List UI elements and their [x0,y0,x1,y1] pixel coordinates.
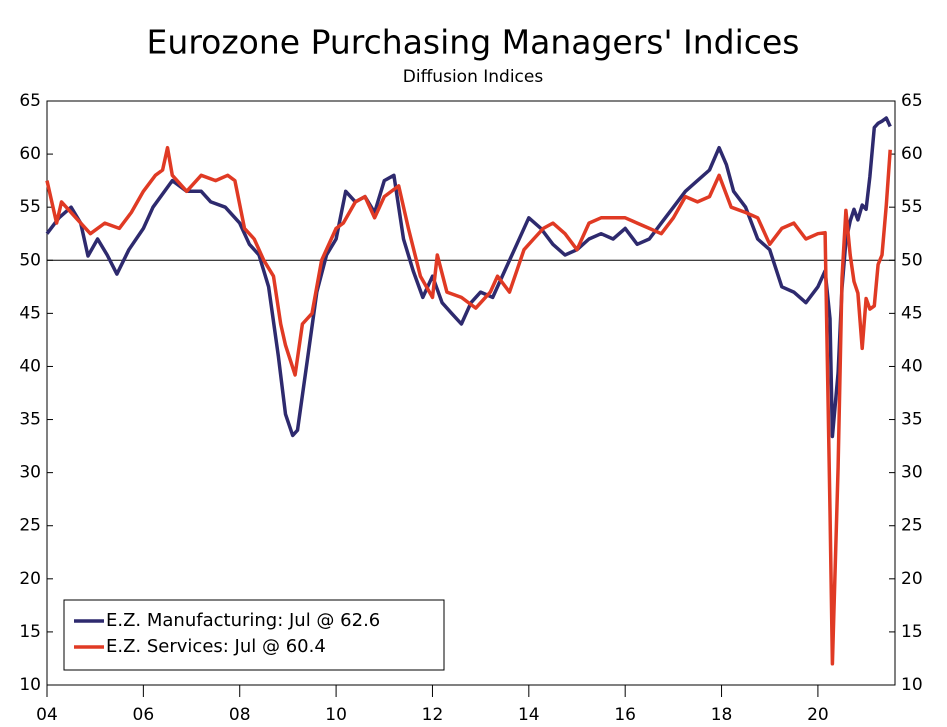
y2-tick-label: 60 [901,144,923,164]
y2-tick-label: 25 [901,516,923,536]
y-tick-label: 40 [19,356,41,376]
y-tick-label: 25 [19,516,41,536]
x-tick-label: 20 [807,705,829,725]
y2-tick-label: 20 [901,569,923,589]
legend-label: E.Z. Services: Jul @ 60.4 [106,636,326,657]
y-tick-label: 15 [19,622,41,642]
y2-tick-label: 65 [901,91,923,111]
y2-tick-label: 55 [901,197,923,217]
y2-tick-label: 35 [901,410,923,430]
x-tick-label: 18 [711,705,733,725]
y2-tick-label: 50 [901,250,923,270]
legend-label: E.Z. Manufacturing: Jul @ 62.6 [106,610,380,631]
y2-tick-label: 10 [901,675,923,695]
y-tick-label: 35 [19,410,41,430]
y-tick-label: 50 [19,250,41,270]
x-tick-label: 12 [422,705,444,725]
chart-subtitle: Diffusion Indices [403,67,544,87]
y2-tick-label: 40 [901,356,923,376]
x-tick-label: 08 [229,705,251,725]
series-line [45,116,892,439]
y2-tick-label: 30 [901,463,923,483]
y-tick-label: 10 [19,675,41,695]
series-line [45,145,892,666]
plot-frame [46,100,896,686]
y-tick-label: 20 [19,569,41,589]
x-tick-label: 16 [614,705,636,725]
y2-tick-label: 45 [901,303,923,323]
y-tick-label: 55 [19,197,41,217]
y-tick-label: 60 [19,144,41,164]
x-tick-label: 06 [133,705,155,725]
y-tick-label: 30 [19,463,41,483]
x-tick-label: 14 [518,705,540,725]
y2-tick-label: 15 [901,622,923,642]
legend-box [63,599,445,671]
y-tick-label: 65 [19,91,41,111]
x-tick-label: 04 [36,705,58,725]
x-tick-label: 10 [325,705,347,725]
y-tick-label: 45 [19,303,41,323]
chart-title: Eurozone Purchasing Managers' Indices [147,23,800,62]
